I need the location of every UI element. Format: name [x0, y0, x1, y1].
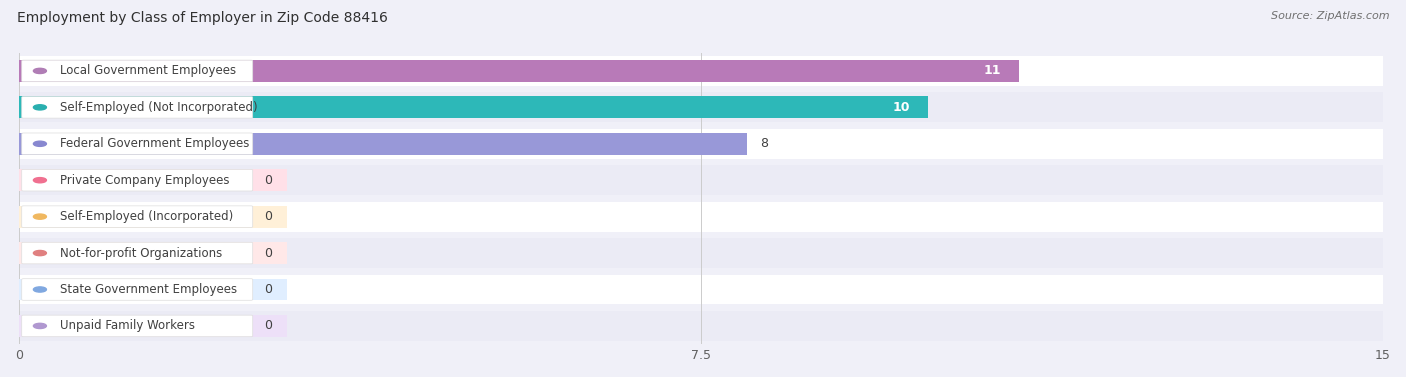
Bar: [20, 311, 1384, 341]
FancyBboxPatch shape: [21, 206, 253, 227]
Circle shape: [34, 323, 46, 328]
Bar: [20, 169, 287, 191]
Bar: [20, 60, 1019, 82]
Bar: [20, 242, 287, 264]
FancyBboxPatch shape: [21, 60, 253, 82]
Bar: [20, 129, 1384, 159]
Circle shape: [34, 214, 46, 219]
Bar: [20, 165, 1384, 195]
Text: Private Company Employees: Private Company Employees: [60, 174, 229, 187]
Circle shape: [34, 178, 46, 183]
Circle shape: [34, 68, 46, 74]
Bar: [20, 238, 1384, 268]
Bar: [20, 56, 1384, 86]
Text: State Government Employees: State Government Employees: [60, 283, 238, 296]
Text: 8: 8: [761, 137, 768, 150]
Text: Self-Employed (Incorporated): Self-Employed (Incorporated): [60, 210, 233, 223]
Bar: [20, 315, 287, 337]
Bar: [20, 133, 747, 155]
Circle shape: [34, 250, 46, 256]
Bar: [20, 279, 287, 300]
Bar: [20, 97, 928, 118]
Text: 0: 0: [264, 319, 273, 333]
Text: Federal Government Employees: Federal Government Employees: [60, 137, 249, 150]
Text: Unpaid Family Workers: Unpaid Family Workers: [60, 319, 195, 333]
Bar: [20, 202, 1384, 231]
Text: Employment by Class of Employer in Zip Code 88416: Employment by Class of Employer in Zip C…: [17, 11, 388, 25]
Text: 0: 0: [264, 174, 273, 187]
Circle shape: [34, 141, 46, 146]
Text: 0: 0: [264, 247, 273, 259]
Text: 11: 11: [984, 64, 1001, 77]
Circle shape: [34, 287, 46, 292]
Text: Local Government Employees: Local Government Employees: [60, 64, 236, 77]
Text: 10: 10: [893, 101, 910, 114]
Bar: [20, 92, 1384, 122]
Text: Not-for-profit Organizations: Not-for-profit Organizations: [60, 247, 222, 259]
Text: Source: ZipAtlas.com: Source: ZipAtlas.com: [1271, 11, 1389, 21]
Bar: [20, 274, 1384, 305]
FancyBboxPatch shape: [21, 279, 253, 300]
FancyBboxPatch shape: [21, 242, 253, 264]
Bar: [20, 206, 287, 228]
Text: 0: 0: [264, 283, 273, 296]
Text: Self-Employed (Not Incorporated): Self-Employed (Not Incorporated): [60, 101, 257, 114]
FancyBboxPatch shape: [21, 315, 253, 337]
Circle shape: [34, 105, 46, 110]
FancyBboxPatch shape: [21, 97, 253, 118]
FancyBboxPatch shape: [21, 133, 253, 155]
Text: 0: 0: [264, 210, 273, 223]
FancyBboxPatch shape: [21, 169, 253, 191]
